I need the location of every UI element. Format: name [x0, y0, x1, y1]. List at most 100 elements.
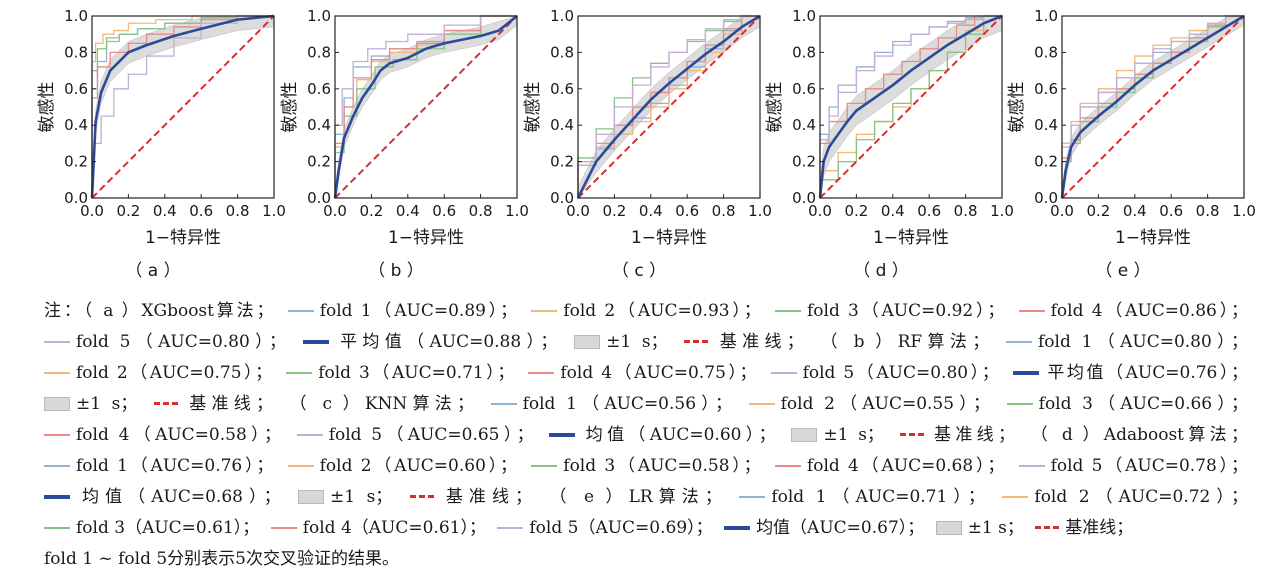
x-tick-label: 0.0	[80, 202, 104, 220]
roc-panel-3: 0.00.0 0.2 0.2 0.4 0.4 0.6 0.6 0.8 0.8 1.0 1.0 1−特异…	[523, 7, 772, 281]
legend-text: ±1 s；	[606, 332, 668, 352]
y-tick-label: 0.2	[64, 153, 88, 171]
legend-item-fold1: fold 1（AUC=0.71）；	[739, 487, 985, 507]
panel-label: （ e ）	[1095, 261, 1150, 281]
x-tick-label: 0.2	[1086, 202, 1110, 220]
x-tick-label: 0.4	[396, 202, 420, 220]
legend-text: fold 2（AUC=0.72）；	[1034, 487, 1248, 507]
y-axis-label: 敏感性	[523, 82, 543, 133]
legend-text: fold 4（AUC=0.68）；	[806, 456, 1005, 476]
fold5-swatch	[296, 433, 323, 436]
band-swatch	[935, 520, 962, 535]
x-tick-label: 0.8	[226, 202, 250, 220]
x-tick-label: 0.0	[323, 202, 347, 220]
legend-item-band: ±1 s；	[574, 332, 668, 352]
x-axis-label: 1−特异性	[873, 228, 949, 248]
x-tick-label: 0.6	[917, 202, 941, 220]
legend-text: （ a ）XGboost算法；	[83, 301, 274, 321]
baseline-diagonal	[1061, 15, 1245, 199]
legend-item-mean: 平均值（AUC=0.88）；	[302, 332, 558, 352]
panel-label: （ b ）	[368, 261, 424, 281]
legend-text: 平均值（AUC=0.88）；	[334, 332, 558, 352]
roc-panel-4: 0.00.0 0.2 0.2 0.4 0.4 0.6 0.6 0.8 0.8 1.0 1.0 1−特异…	[765, 7, 1014, 281]
fold2-swatch	[1002, 495, 1029, 498]
legend-text: （ e ）LR算法；	[549, 487, 722, 507]
x-axis-label: 1−特异性	[145, 228, 221, 248]
band-swatch	[298, 489, 325, 504]
x-axis-label: 1−特异性	[1115, 228, 1191, 248]
y-tick-label: 1.0	[550, 7, 574, 25]
y-tick-label: 0.2	[792, 153, 816, 171]
y-tick-label: 0.8	[64, 43, 88, 61]
panel-label: （ c ）	[612, 261, 666, 281]
fold-4-curve	[334, 15, 517, 198]
x-tick-label: 0.2	[844, 202, 868, 220]
fold-4-curve	[577, 15, 760, 198]
legend-text: fold 2（AUC=0.93）；	[563, 301, 761, 321]
y-tick-label: 0.2	[1034, 153, 1058, 171]
y-tick-label: 1.0	[1034, 7, 1058, 25]
roc-panel-2: 0.00.0 0.2 0.2 0.4 0.4 0.6 0.6 0.8 0.8 1.0 1.0 1−特异…	[280, 7, 529, 281]
y-tick-label: 0.8	[307, 43, 331, 61]
legend-item-fold1: fold 1（AUC=0.56）；	[490, 394, 732, 414]
fold2-swatch	[287, 464, 314, 467]
legend-item-fold5: fold 5（AUC=0.80）；	[44, 332, 286, 352]
legend-text: 均值（AUC=0.67）；	[756, 518, 925, 538]
note-section-heading: （ a ）XGboost算法；	[84, 301, 274, 321]
baseline-swatch	[409, 495, 434, 498]
legend-item-mean: 均值（AUC=0.68）；	[44, 487, 281, 507]
fold1-swatch	[739, 495, 766, 498]
note-prefix: 注：	[44, 301, 84, 321]
x-tick-label: 0.2	[602, 202, 626, 220]
y-tick-label: 0.2	[307, 153, 331, 171]
roc-panel-5: 0.00.0 0.2 0.2 0.4 0.4 0.6 0.6 0.8 0.8 1.0 1.0 1−特异…	[1007, 7, 1256, 281]
legend-text: fold 2（AUC=0.55）；	[780, 394, 991, 414]
legend-text: fold 1（AUC=0.80）；	[1038, 332, 1248, 352]
fold5-swatch	[44, 340, 70, 343]
legend-text: fold 4（AUC=0.58）；	[76, 425, 281, 445]
y-tick-label: 1.0	[792, 7, 816, 25]
fold2-swatch	[531, 309, 558, 312]
legend-item-fold4: fold 4（AUC=0.58）；	[44, 425, 281, 445]
legend-item-fold5: fold 5（AUC=0.65）；	[296, 425, 534, 445]
fold3-swatch	[531, 464, 558, 467]
legend-text: fold 4（AUC=0.86）；	[1050, 301, 1249, 321]
fold4-swatch	[774, 464, 801, 467]
legend-text: fold 4（AUC=0.61）；	[302, 518, 486, 538]
fold5-swatch	[770, 371, 797, 374]
legend-item-band: ±1 s；	[44, 394, 137, 414]
legend-text: fold 3（AUC=0.58）；	[563, 456, 761, 476]
mean-swatch	[44, 494, 70, 499]
y-tick-label: 0.6	[307, 80, 331, 98]
legend-item-fold2: fold 2（AUC=0.55）；	[748, 394, 991, 414]
fold5-swatch	[1018, 464, 1045, 467]
fold4-swatch	[1018, 309, 1045, 312]
fold1-swatch	[490, 402, 517, 405]
legend-text: 平均值（AUC=0.76）；	[1044, 363, 1249, 383]
y-tick-label: 0.4	[550, 116, 574, 134]
legend-item-fold2: fold 2（AUC=0.75）；	[44, 363, 272, 383]
fold4-swatch	[528, 371, 555, 374]
y-tick-label: 0.4	[1034, 116, 1058, 134]
legend-item-fold4: fold 4（AUC=0.86）；	[1018, 301, 1249, 321]
fold-5-curve	[1061, 15, 1244, 198]
mean-swatch	[724, 525, 751, 530]
legend-text: 基准线；	[714, 332, 804, 352]
legend-text: 基准线；	[184, 394, 273, 414]
legend-item-baseline: 基准线；	[1035, 518, 1133, 538]
y-tick-label: 0.8	[1034, 43, 1058, 61]
band-swatch	[791, 427, 818, 442]
mean-swatch	[302, 339, 329, 344]
y-tick-label: 0.4	[64, 116, 88, 134]
legend-text: fold 5（AUC=0.69）；	[529, 518, 713, 538]
baseline-swatch	[154, 402, 179, 405]
x-tick-label: 1.0	[262, 202, 286, 220]
x-tick-label: 0.8	[954, 202, 978, 220]
x-tick-label: 0.8	[1196, 202, 1220, 220]
fold-4-curve	[819, 15, 1002, 198]
x-tick-label: 0.2	[116, 202, 140, 220]
legend-item-fold4: fold 4（AUC=0.61）；	[270, 518, 486, 538]
x-tick-label: 0.4	[881, 202, 905, 220]
x-axis-label: 1−特异性	[388, 228, 464, 248]
note-legend-items: （ a ）XGboost算法； fold 1（AUC=0.89）； fold 2…	[44, 301, 1254, 538]
